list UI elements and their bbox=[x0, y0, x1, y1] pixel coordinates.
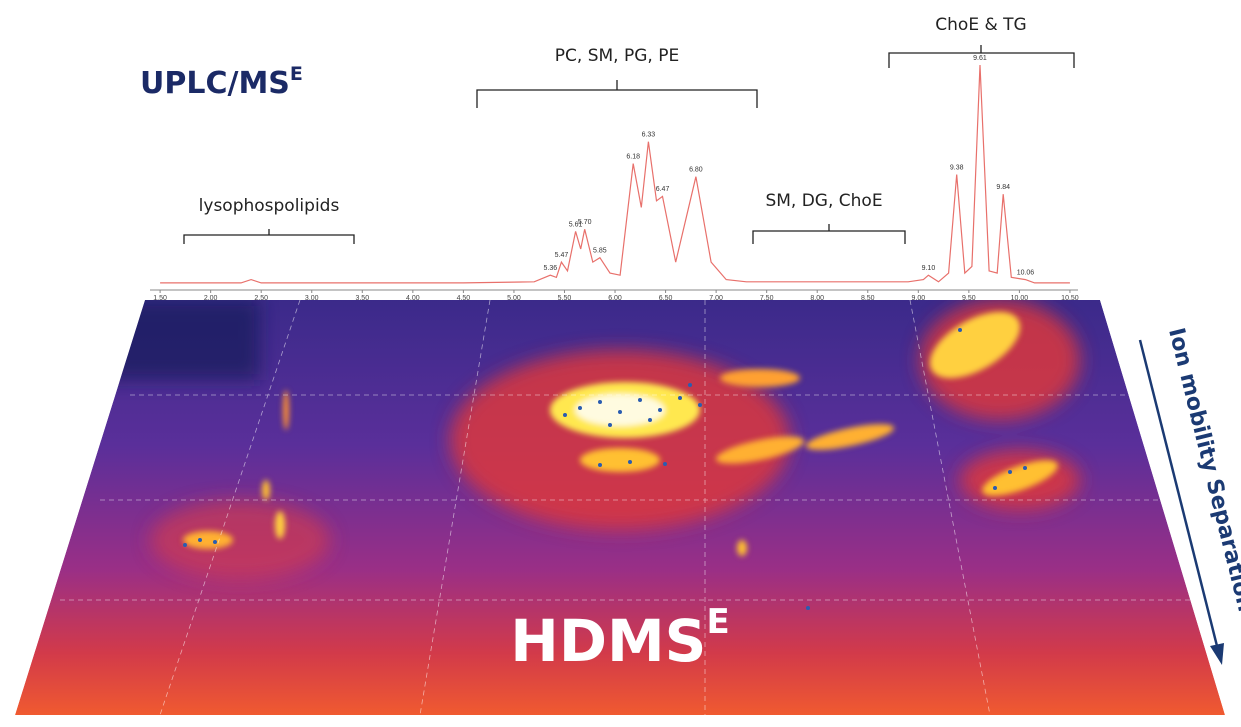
peak-label: 5.61 bbox=[569, 221, 583, 228]
peak-label: 5.70 bbox=[578, 219, 592, 226]
x-tick-label: 2.00 bbox=[204, 295, 218, 302]
x-tick-label: 10.50 bbox=[1061, 295, 1079, 302]
x-tick-label: 5.00 bbox=[507, 295, 521, 302]
x-tick-label: 9.00 bbox=[911, 295, 925, 302]
peak-label: 9.10 bbox=[922, 265, 936, 272]
x-tick-label: 7.00 bbox=[709, 295, 723, 302]
heatmap-label-sup: E bbox=[706, 602, 729, 642]
bracket bbox=[183, 229, 355, 244]
peak-label: 10.06 bbox=[1017, 269, 1035, 276]
x-tick-label: 3.50 bbox=[355, 295, 369, 302]
bracket bbox=[888, 45, 1075, 68]
annotation: ChoE & TG bbox=[935, 15, 1026, 35]
arrow bbox=[1138, 339, 1220, 651]
peak-label: 5.47 bbox=[555, 252, 569, 259]
x-tick-label: 8.00 bbox=[810, 295, 824, 302]
annotation: lysophospolipids bbox=[199, 196, 340, 216]
x-tick-label: 3.00 bbox=[305, 295, 319, 302]
x-tick-label: 4.50 bbox=[457, 295, 471, 302]
x-tick-label: 7.50 bbox=[760, 295, 774, 302]
peak-label: 6.33 bbox=[642, 131, 656, 138]
x-tick-label: 8.50 bbox=[861, 295, 875, 302]
x-tick-label: 10.00 bbox=[1011, 295, 1029, 302]
annotation: PC, SM, PG, PE bbox=[555, 46, 679, 66]
ion-mobility-map bbox=[15, 300, 1225, 715]
x-tick-label: 6.50 bbox=[659, 295, 673, 302]
chart-title: UPLC/MSE bbox=[140, 63, 303, 101]
heatmap-label: HDMSE bbox=[510, 602, 729, 676]
annotation: SM, DG, ChoE bbox=[765, 191, 882, 211]
peak-label: 6.80 bbox=[689, 167, 703, 174]
peak-label: 5.85 bbox=[593, 248, 607, 255]
peak-label: 5.36 bbox=[544, 265, 558, 272]
heatmap-label-text: HDMS bbox=[510, 607, 706, 675]
bracket bbox=[476, 80, 758, 108]
peak-label: 6.47 bbox=[656, 186, 670, 193]
chromatogram-line bbox=[160, 64, 1070, 284]
x-tick-label: 1.50 bbox=[153, 295, 167, 302]
bracket bbox=[752, 224, 906, 244]
x-tick-label: 2.50 bbox=[254, 295, 268, 302]
title-sup: E bbox=[290, 63, 303, 85]
peak-label: 9.84 bbox=[996, 184, 1010, 191]
arrow-head bbox=[1210, 643, 1224, 665]
x-tick-label: 5.50 bbox=[558, 295, 572, 302]
x-tick-label: 6.00 bbox=[608, 295, 622, 302]
x-tick-label: 9.50 bbox=[962, 295, 976, 302]
title-text: UPLC/MS bbox=[140, 66, 290, 101]
peak-label: 9.61 bbox=[973, 55, 987, 62]
x-tick-label: 4.00 bbox=[406, 295, 420, 302]
peak-label: 6.18 bbox=[626, 153, 640, 160]
peak-label: 9.38 bbox=[950, 164, 964, 171]
